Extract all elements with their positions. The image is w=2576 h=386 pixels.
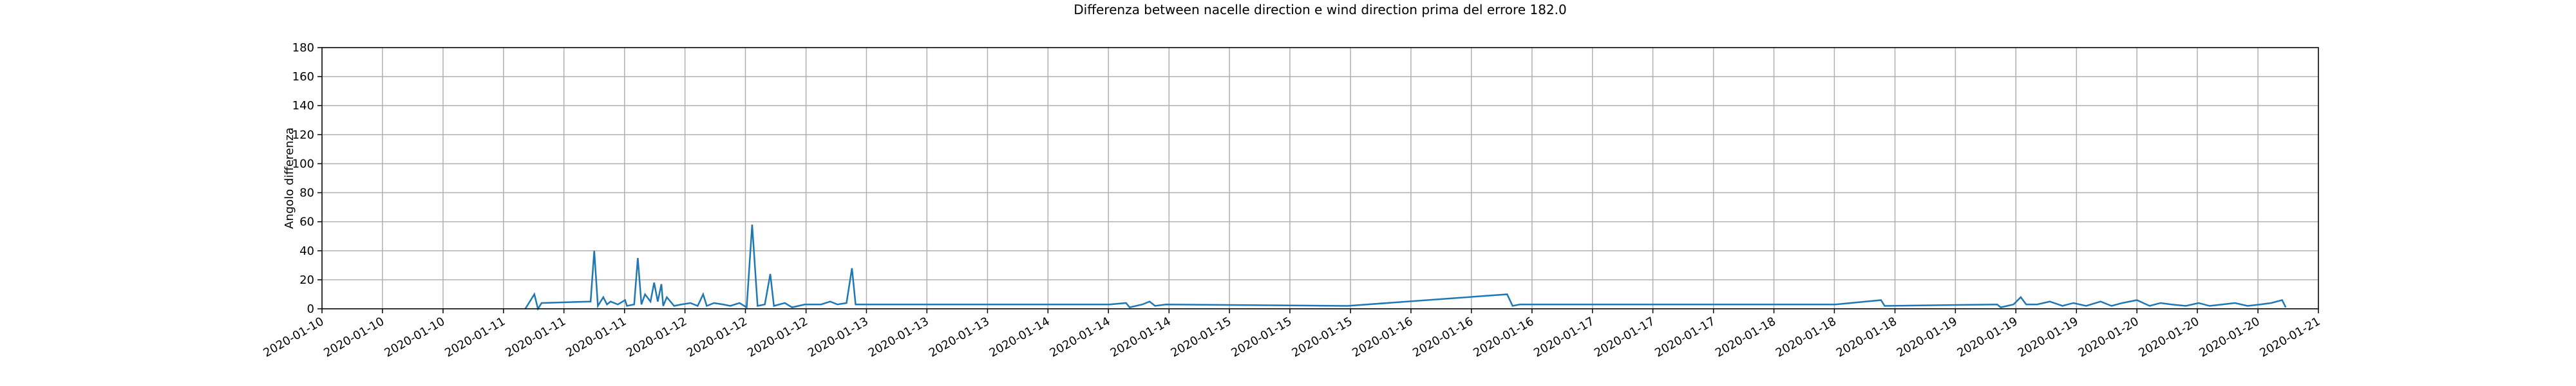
x-tick-label: 2020-01-20 [2197,315,2262,360]
x-tick-label: 2020-01-16 [1410,315,1475,360]
y-tick-label: 60 [299,216,314,229]
x-tick-label: 2020-01-20 [2076,315,2141,360]
x-tick-label: 2020-01-14 [1048,315,1113,360]
x-tick-label: 2020-01-11 [564,315,629,360]
x-tick-label: 2020-01-18 [1713,315,1778,360]
x-tick-label: 2020-01-13 [866,315,931,360]
y-tick-label: 120 [292,128,314,142]
x-tick-label: 2020-01-11 [442,315,507,360]
y-tick-label: 180 [292,41,314,55]
x-tick-label: 2020-01-19 [2016,315,2081,360]
x-tick-label: 2020-01-17 [1531,315,1596,360]
y-tick-label: 20 [299,273,314,287]
x-tick-label: 2020-01-18 [1774,315,1839,360]
x-tick-label: 2020-01-12 [745,315,810,360]
y-tick-label: 100 [292,157,314,170]
x-tick-label: 2020-01-17 [1653,315,1718,360]
x-tick-label: 2020-01-10 [261,315,326,360]
x-tick-label: 2020-01-10 [321,315,386,360]
y-axis-label: Angolo differenza [283,127,296,229]
x-tick-label: 2020-01-21 [2257,315,2322,360]
x-tick-label: 2020-01-18 [1834,315,1899,360]
x-tick-label: 2020-01-12 [685,315,750,360]
x-tick-label: 2020-01-15 [1168,315,1233,360]
y-tick-label: 160 [292,70,314,84]
y-tick-label: 140 [292,99,314,113]
x-tick-label: 2020-01-15 [1289,315,1354,360]
x-tick-label: 2020-01-19 [1895,315,1960,360]
data-line [524,225,2287,311]
x-tick-label: 2020-01-17 [1592,315,1657,360]
x-tick-label: 2020-01-16 [1350,315,1415,360]
x-tick-label: 2020-01-12 [624,315,689,360]
y-tick-label: 80 [299,187,314,200]
x-tick-label: 2020-01-13 [927,315,992,360]
x-tick-label: 2020-01-20 [2136,315,2201,360]
y-tick-label: 0 [307,302,314,316]
x-tick-label: 2020-01-19 [1955,315,2020,360]
x-tick-label: 2020-01-10 [382,315,447,360]
x-tick-label: 2020-01-14 [1108,315,1173,360]
x-tick-label: 2020-01-15 [1229,315,1294,360]
y-tick-label: 40 [299,244,314,258]
x-tick-label: 2020-01-14 [987,315,1052,360]
x-tick-label: 2020-01-13 [806,315,871,360]
chart-title: Differenza between nacelle direction e w… [1074,2,1566,17]
x-tick-label: 2020-01-11 [503,315,568,360]
plot-frame [321,47,2319,309]
x-tick-label: 2020-01-16 [1471,315,1536,360]
